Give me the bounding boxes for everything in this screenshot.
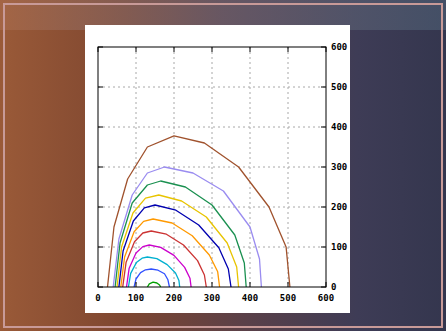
- y-tick-label: 0: [331, 282, 336, 292]
- x-tick: [174, 282, 175, 287]
- x-tick-top: [174, 47, 175, 52]
- y-tick-label: 300: [331, 162, 347, 172]
- y-tick: [321, 207, 326, 208]
- x-tick: [288, 282, 289, 287]
- grid-line-y: [98, 207, 326, 208]
- y-tick-left: [98, 247, 103, 248]
- contour-line: [128, 257, 179, 287]
- x-tick-label: 0: [95, 293, 100, 303]
- y-tick-left: [98, 47, 103, 48]
- y-tick-left: [98, 287, 103, 288]
- x-tick-label: 500: [280, 293, 296, 303]
- x-tick: [212, 282, 213, 287]
- y-tick-left: [98, 87, 103, 88]
- x-tick-label: 400: [242, 293, 258, 303]
- x-tick-top: [212, 47, 213, 52]
- y-tick-left: [98, 127, 103, 128]
- plot-area: [108, 136, 290, 287]
- y-tick-label: 500: [331, 82, 347, 92]
- y-tick: [321, 167, 326, 168]
- x-tick-label: 300: [204, 293, 220, 303]
- grid-line-y: [98, 87, 326, 88]
- contour-line: [108, 136, 290, 287]
- grid-line-y: [98, 127, 326, 128]
- y-tick-left: [98, 207, 103, 208]
- x-tick: [136, 282, 137, 287]
- contour-line: [127, 245, 192, 287]
- x-tick-top: [98, 47, 99, 52]
- x-tick-label: 100: [128, 293, 144, 303]
- x-tick-top: [326, 47, 327, 52]
- y-tick: [321, 127, 326, 128]
- contour-line: [115, 181, 246, 287]
- y-tick-left: [98, 167, 103, 168]
- grid-line-x: [212, 47, 213, 287]
- y-tick-label: 200: [331, 202, 347, 212]
- x-tick: [98, 282, 99, 287]
- x-tick-top: [250, 47, 251, 52]
- chart: 01002003004005006000100200300400500600: [0, 0, 446, 331]
- contour-line: [123, 231, 207, 287]
- contour-line: [147, 282, 160, 287]
- x-tick-label: 200: [166, 293, 182, 303]
- x-tick: [326, 282, 327, 287]
- grid-line-y: [98, 167, 326, 168]
- x-tick-top: [288, 47, 289, 52]
- contour-line: [113, 167, 261, 287]
- y-tick-label: 400: [331, 122, 347, 132]
- x-tick-label: 600: [318, 293, 334, 303]
- y-tick-label: 100: [331, 242, 347, 252]
- y-tick: [321, 287, 326, 288]
- x-tick: [250, 282, 251, 287]
- contour-line: [119, 205, 231, 287]
- y-tick: [321, 87, 326, 88]
- y-tick: [321, 247, 326, 248]
- contour-line: [117, 195, 239, 287]
- contour-line: [121, 219, 220, 287]
- y-tick-label: 600: [331, 42, 347, 52]
- x-tick-top: [136, 47, 137, 52]
- contour-line: [134, 269, 169, 287]
- plot-frame: [98, 47, 326, 287]
- y-tick: [321, 47, 326, 48]
